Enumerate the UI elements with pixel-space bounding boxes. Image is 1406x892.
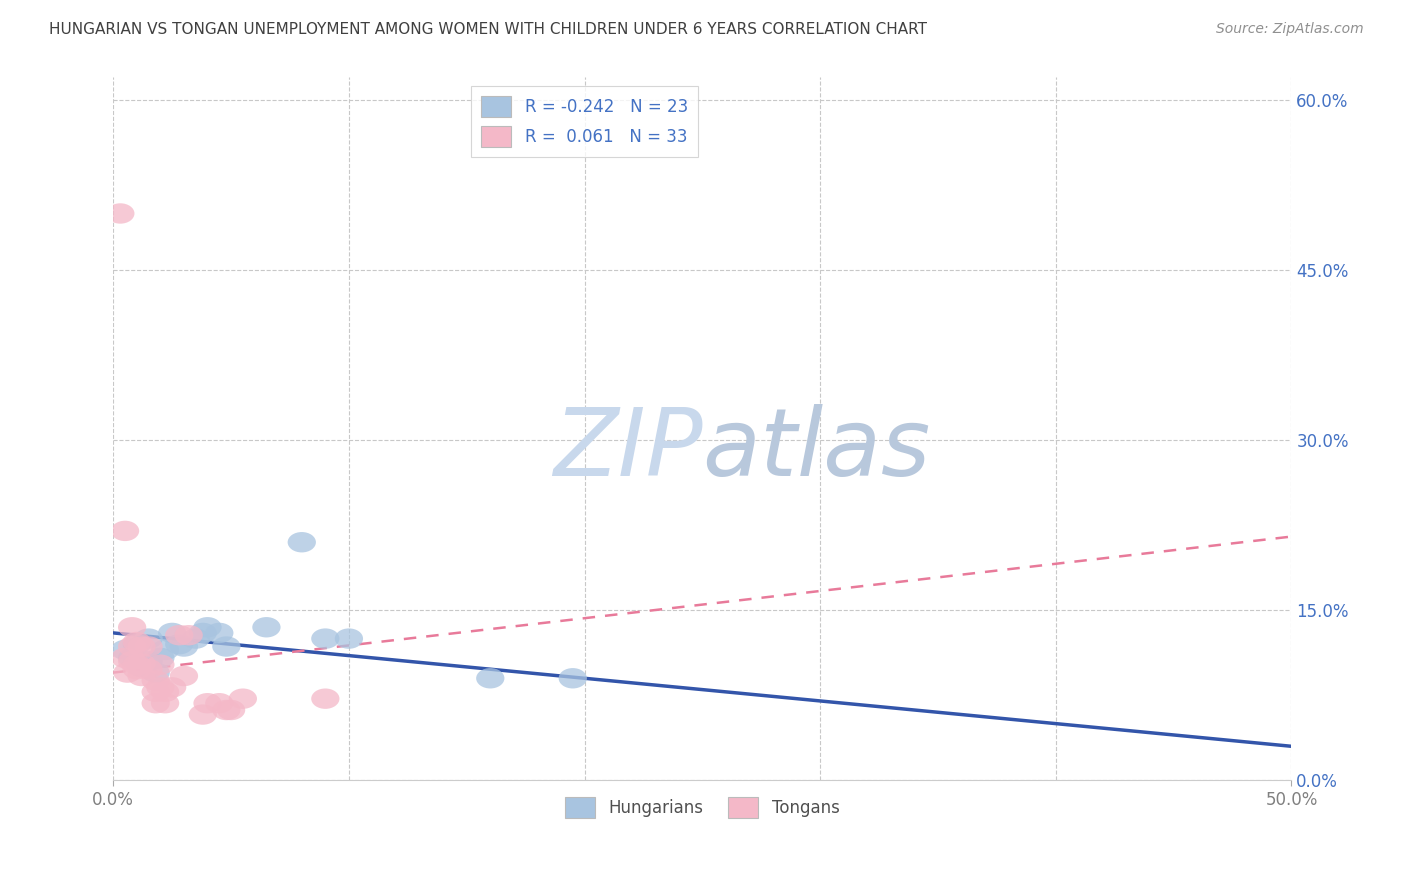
Ellipse shape [135,651,163,672]
Ellipse shape [128,636,156,657]
Ellipse shape [146,648,174,668]
Ellipse shape [229,689,257,709]
Text: atlas: atlas [703,404,931,495]
Ellipse shape [135,659,163,680]
Ellipse shape [135,636,163,657]
Ellipse shape [477,668,505,689]
Ellipse shape [107,203,135,224]
Ellipse shape [150,693,179,714]
Ellipse shape [142,681,170,702]
Ellipse shape [142,693,170,714]
Text: HUNGARIAN VS TONGAN UNEMPLOYMENT AMONG WOMEN WITH CHILDREN UNDER 6 YEARS CORRELA: HUNGARIAN VS TONGAN UNEMPLOYMENT AMONG W… [49,22,927,37]
Ellipse shape [212,700,240,720]
Ellipse shape [174,625,202,646]
Ellipse shape [181,628,209,648]
Ellipse shape [111,648,139,668]
Ellipse shape [288,532,316,552]
Ellipse shape [122,634,150,655]
Ellipse shape [165,634,194,655]
Ellipse shape [217,700,245,720]
Ellipse shape [194,693,222,714]
Ellipse shape [188,623,217,643]
Ellipse shape [114,663,142,682]
Ellipse shape [122,632,150,652]
Ellipse shape [142,663,170,682]
Ellipse shape [135,628,163,648]
Ellipse shape [128,665,156,686]
Ellipse shape [311,628,339,648]
Ellipse shape [150,681,179,702]
Ellipse shape [118,617,146,638]
Ellipse shape [122,659,150,680]
Ellipse shape [118,648,146,668]
Ellipse shape [205,693,233,714]
Ellipse shape [157,677,187,698]
Text: Source: ZipAtlas.com: Source: ZipAtlas.com [1216,22,1364,37]
Ellipse shape [311,689,339,709]
Ellipse shape [252,617,281,638]
Ellipse shape [118,636,146,657]
Ellipse shape [128,653,156,673]
Ellipse shape [122,655,150,675]
Ellipse shape [170,636,198,657]
Ellipse shape [558,668,586,689]
Ellipse shape [194,617,222,638]
Ellipse shape [212,636,240,657]
Ellipse shape [146,655,174,675]
Text: ZIP: ZIP [553,404,703,495]
Ellipse shape [111,521,139,541]
Ellipse shape [205,623,233,643]
Legend: Hungarians, Tongans: Hungarians, Tongans [558,790,846,825]
Ellipse shape [188,705,217,725]
Ellipse shape [146,677,174,698]
Ellipse shape [142,670,170,690]
Ellipse shape [118,651,146,672]
Ellipse shape [150,640,179,660]
Ellipse shape [170,665,198,686]
Ellipse shape [111,640,139,660]
Ellipse shape [165,625,194,646]
Ellipse shape [157,623,187,643]
Ellipse shape [335,628,363,648]
Ellipse shape [128,657,156,677]
